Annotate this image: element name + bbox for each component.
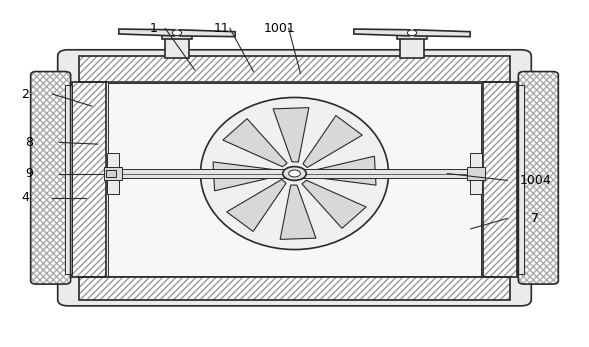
FancyBboxPatch shape [58,50,531,306]
Polygon shape [227,179,286,231]
FancyBboxPatch shape [518,71,558,284]
Polygon shape [303,116,362,168]
Bar [107,153,119,194]
Bar [108,83,481,276]
Bar [72,82,106,277]
Text: 1001: 1001 [264,22,296,35]
Text: 4: 4 [21,191,29,204]
Bar [517,85,524,274]
Text: 11: 11 [213,22,229,35]
Polygon shape [280,185,316,239]
Text: 1004: 1004 [519,174,551,187]
Polygon shape [223,119,287,167]
Text: 9: 9 [25,167,33,180]
Text: 8: 8 [25,136,33,149]
Circle shape [408,30,417,36]
Bar [472,170,483,177]
Bar [104,167,122,180]
Circle shape [172,30,181,36]
Bar [79,56,510,82]
Bar [79,56,510,82]
Circle shape [283,167,306,180]
Bar [79,277,510,300]
Polygon shape [415,30,470,37]
Bar [483,82,517,277]
Polygon shape [119,29,174,36]
Text: 7: 7 [531,212,540,225]
Bar [65,85,72,274]
Text: 1: 1 [150,22,157,35]
Bar [483,82,517,277]
Polygon shape [273,108,309,162]
Bar [467,167,485,180]
Bar [72,82,106,277]
Bar [79,277,510,300]
FancyBboxPatch shape [31,71,71,284]
Polygon shape [302,180,366,228]
Circle shape [289,170,300,177]
Bar [397,34,427,39]
Bar [106,169,483,178]
Text: 2: 2 [21,87,29,101]
Bar [166,37,188,58]
Bar [401,37,423,58]
Ellipse shape [200,98,389,249]
Polygon shape [213,162,280,191]
Bar [162,34,192,39]
Bar [106,170,117,177]
Polygon shape [354,29,410,36]
Bar [470,153,482,194]
Polygon shape [309,156,376,185]
Polygon shape [179,30,235,37]
